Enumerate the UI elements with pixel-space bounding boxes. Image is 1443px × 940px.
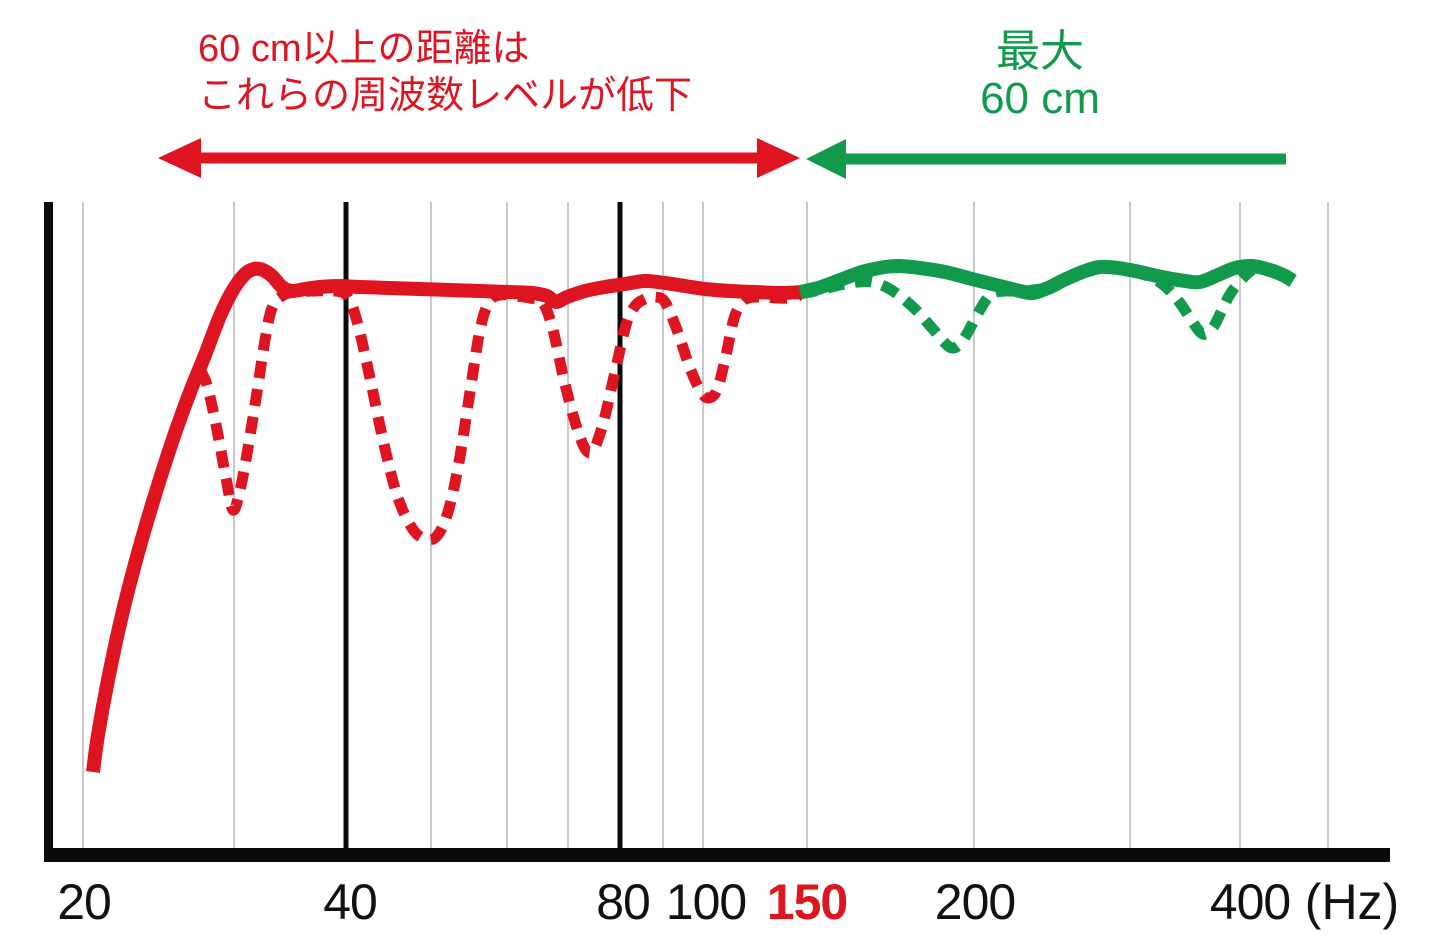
x-axis-unit-label: (Hz) bbox=[1304, 874, 1400, 930]
green-range-note-line2: 60 cm bbox=[980, 74, 1100, 123]
red-range-arrow-right-head bbox=[757, 138, 800, 178]
red-range-arrow-left-head bbox=[158, 138, 201, 178]
curve-green-solid bbox=[798, 258, 1297, 301]
x-tick-label-20: 20 bbox=[57, 874, 112, 930]
x-tick-label-100: 100 bbox=[665, 874, 747, 930]
green-range-note-line1: 最大 bbox=[995, 27, 1084, 76]
red-range-note: 60 cm以上の距離は これらの周波数レベルが低下 bbox=[198, 26, 692, 120]
x-tick-label-150: 150 bbox=[766, 874, 848, 930]
x-tick-label-80: 80 bbox=[596, 874, 651, 930]
x-axis-line bbox=[44, 848, 1390, 862]
green-range-note: 最大 60 cm bbox=[980, 28, 1100, 122]
curve-red-dashed bbox=[195, 285, 803, 546]
x-tick-label-200: 200 bbox=[934, 874, 1016, 930]
y-axis-line bbox=[44, 202, 53, 862]
red-range-note-line1: 60 cm以上の距離は bbox=[198, 28, 530, 70]
x-tick-label-400: 400 bbox=[1209, 874, 1291, 930]
curve-red-solid bbox=[86, 261, 803, 773]
x-tick-label-40: 40 bbox=[323, 874, 378, 930]
red-range-note-line2: これらの周波数レベルが低下 bbox=[198, 75, 693, 117]
green-range-arrow-left-head bbox=[806, 139, 846, 179]
